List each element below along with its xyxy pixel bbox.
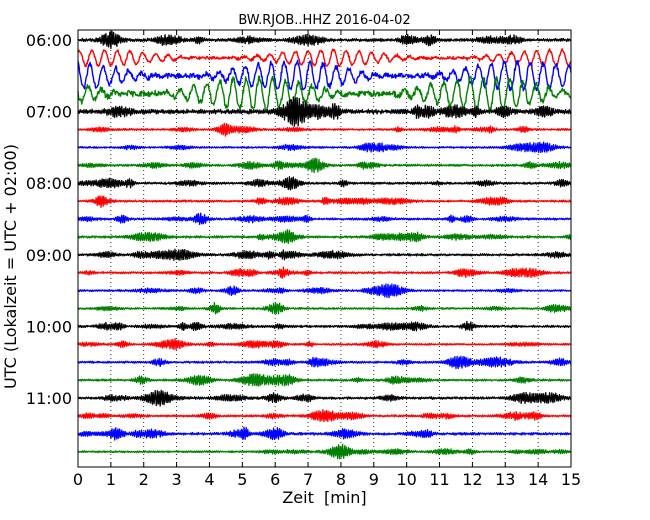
- trace-0630: [77, 59, 572, 92]
- trace-0830: [77, 212, 572, 226]
- y-tick-label: 08:00: [26, 174, 72, 193]
- trace-1100: [77, 389, 572, 407]
- x-tick-label: 15: [561, 470, 581, 489]
- trace-1115: [77, 409, 572, 423]
- x-tick-label: 12: [462, 470, 482, 489]
- trace-1130: [77, 426, 572, 441]
- x-axis-label: Zeit [min]: [282, 488, 366, 507]
- trace-0815: [77, 195, 572, 208]
- y-tick-label: 07:00: [26, 103, 72, 122]
- chart-title: BW.RJOB..HHZ 2016-04-02: [238, 13, 410, 28]
- x-tick-label: 5: [237, 470, 247, 489]
- trace-0845: [77, 229, 572, 244]
- trace-1015: [77, 338, 572, 351]
- x-tick-label: 13: [495, 470, 515, 489]
- trace-0900: [77, 248, 572, 261]
- x-tick-label: 10: [396, 470, 416, 489]
- trace-0715: [77, 122, 572, 137]
- trace-1000: [77, 320, 572, 332]
- trace-0645: [77, 75, 572, 113]
- trace-group: [77, 30, 572, 460]
- trace-0600: [77, 30, 572, 50]
- plot-frame: [77, 29, 572, 468]
- trace-1045: [77, 373, 572, 387]
- x-tick-label: 6: [270, 470, 280, 489]
- x-tick-label: 4: [204, 470, 214, 489]
- trace-0730: [77, 141, 572, 154]
- trace-0800: [77, 176, 572, 191]
- x-axis-ticks: 0 1 2 3 4 5 6 7 8 9 10 11 12 13 14 15: [73, 30, 581, 489]
- y-axis-ticks: 06:00 07:00 08:00 09:00 10:00 11:00: [26, 31, 571, 408]
- y-tick-label: 11:00: [26, 389, 72, 408]
- x-tick-label: 8: [336, 470, 346, 489]
- trace-0930: [77, 283, 572, 299]
- y-tick-label: 09:00: [26, 246, 72, 265]
- y-tick-label: 06:00: [26, 31, 72, 50]
- trace-0945: [77, 302, 572, 315]
- y-axis-label: UTC (Lokalzeit = UTC + 02:00): [1, 144, 20, 389]
- trace-1145: [77, 443, 572, 460]
- x-tick-label: 2: [139, 470, 149, 489]
- trace-0615: [77, 48, 572, 68]
- trace-1030: [77, 355, 572, 370]
- x-tick-label: 11: [429, 470, 449, 489]
- x-tick-label: 9: [369, 470, 379, 489]
- trace-0915: [77, 266, 572, 279]
- x-tick-label: 1: [106, 470, 116, 489]
- x-tick-label: 14: [528, 470, 548, 489]
- y-tick-label: 10:00: [26, 317, 72, 336]
- trace-0700: [77, 96, 572, 127]
- trace-0745: [77, 157, 572, 174]
- x-tick-label: 7: [303, 470, 313, 489]
- x-tick-label: 3: [172, 470, 182, 489]
- x-tick-label: 0: [73, 470, 83, 489]
